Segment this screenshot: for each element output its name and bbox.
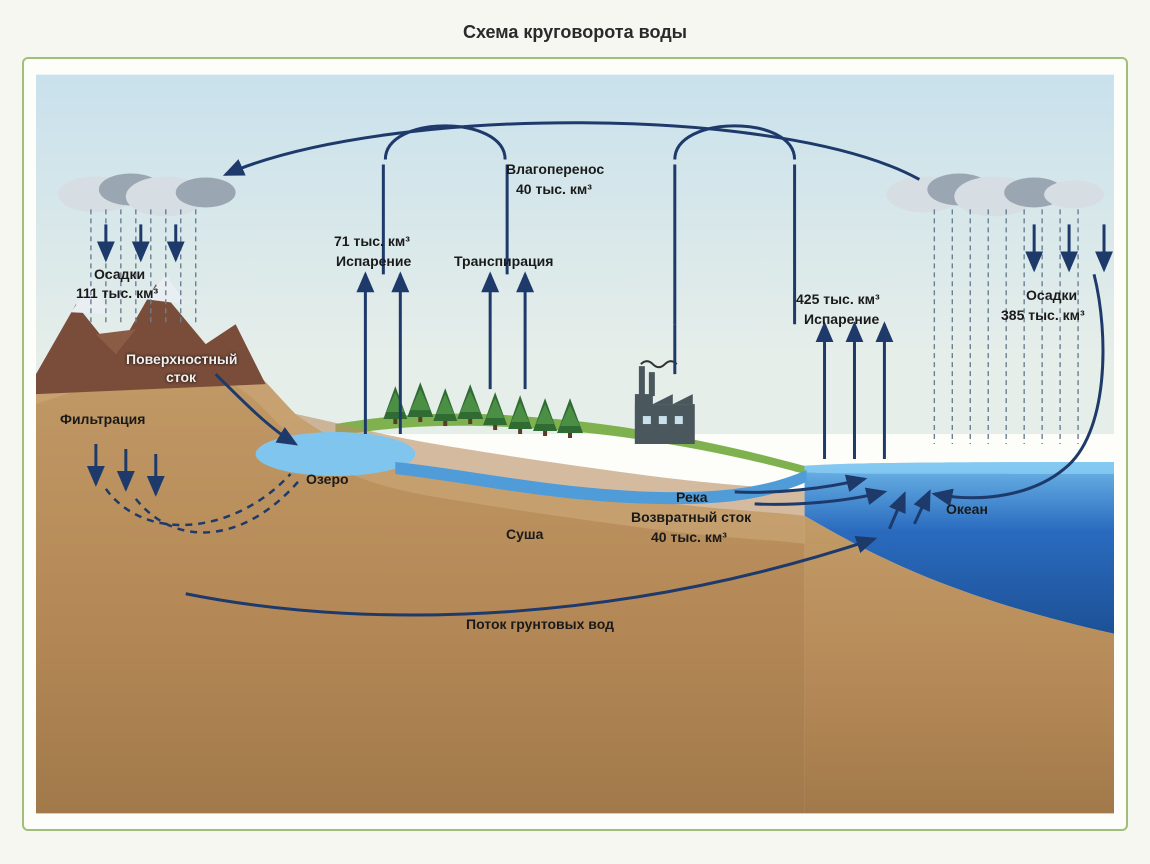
label-precip-ocean-2: 385 тыс. км³ (1001, 307, 1085, 325)
label-moisture-transport-1: Влагоперенос (506, 161, 604, 179)
label-precip-land-2: 111 тыс. км³ (76, 285, 158, 303)
label-precip-ocean-1: Осадки (1026, 287, 1077, 305)
label-transpiration: Транспирация (454, 253, 553, 271)
label-ocean: Океан (946, 501, 988, 519)
label-surface-runoff-2: сток (166, 369, 196, 387)
label-river: Река (676, 489, 708, 507)
label-precip-land-1: Осадки (94, 266, 145, 284)
label-evap-land-1: 71 тыс. км³ (334, 233, 410, 251)
label-evap-land-2: Испарение (336, 253, 411, 271)
label-groundwater: Поток грунтовых вод (466, 616, 614, 634)
label-return-2: 40 тыс. км³ (651, 529, 727, 547)
label-surface-runoff-1: Поверхностный (126, 351, 237, 369)
label-evap-ocean-1: 425 тыс. км³ (796, 291, 880, 309)
label-land: Суша (506, 526, 543, 544)
label-filtration: Фильтрация (60, 411, 145, 429)
label-evap-ocean-2: Испарение (804, 311, 879, 329)
diagram-title: Схема круговорота воды (0, 0, 1150, 51)
label-return-1: Возвратный сток (631, 509, 751, 527)
label-moisture-transport-2: 40 тыс. км³ (516, 181, 592, 199)
diagram-frame: Влагоперенос 40 тыс. км³ 71 тыс. км³ Исп… (22, 57, 1128, 831)
label-lake: Озеро (306, 471, 349, 489)
diagram-stage: Влагоперенос 40 тыс. км³ 71 тыс. км³ Исп… (36, 71, 1114, 817)
